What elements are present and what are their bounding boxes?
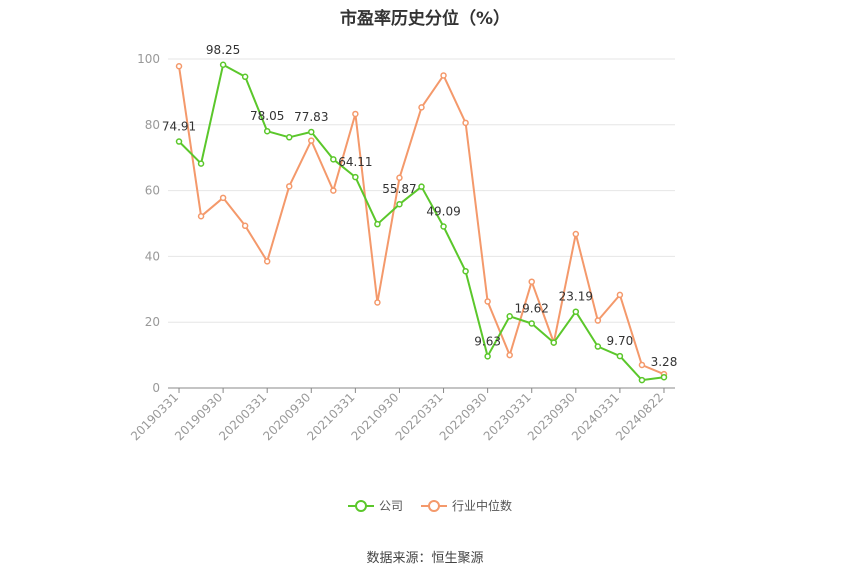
legend-industry-line-icon xyxy=(421,499,448,513)
data-point-industry xyxy=(638,361,646,369)
grid-layer xyxy=(168,58,675,323)
data-label: 74.91 xyxy=(162,120,196,134)
data-point-company xyxy=(241,73,249,81)
data-point-company xyxy=(506,313,513,320)
y-tick-label: 0 xyxy=(152,381,160,395)
axis-layer: 0204060801002019033120190930202003312020… xyxy=(128,52,675,443)
data-label: 23.19 xyxy=(559,290,593,304)
legend-company-label: 公司 xyxy=(379,499,404,513)
data-label: 78.05 xyxy=(250,109,284,123)
data-point-company xyxy=(440,223,447,230)
data-point-industry xyxy=(285,183,293,190)
data-point-company xyxy=(285,134,293,141)
data-point-industry xyxy=(330,187,337,194)
data-point-industry xyxy=(308,137,315,144)
y-tick-label: 60 xyxy=(145,184,160,198)
data-point-industry xyxy=(241,222,249,230)
y-tick-label: 20 xyxy=(145,315,160,329)
data-point-company xyxy=(484,353,491,360)
data-label: 64.11 xyxy=(338,155,372,169)
data-point-company xyxy=(197,160,205,167)
data-label-layer: 74.91 98.25 78.05 77.83 64.11 55.87 49.09 9.63 1… xyxy=(162,43,677,369)
data-point-company xyxy=(396,200,403,208)
data-label: 9.70 xyxy=(607,334,634,348)
data-point-industry xyxy=(219,194,227,202)
data-label: 19.62 xyxy=(515,301,549,315)
data-point-industry xyxy=(374,299,381,306)
y-tick-label: 100 xyxy=(137,52,160,66)
data-point-company xyxy=(462,267,469,275)
legend-company-line-icon xyxy=(348,499,374,513)
data-point-industry xyxy=(175,62,183,70)
legend-industry-label: 行业中位数 xyxy=(452,499,513,513)
data-point-company xyxy=(638,376,646,384)
series-layer xyxy=(175,61,668,384)
data-point-company xyxy=(352,173,359,181)
data-point-industry xyxy=(263,258,271,265)
data-point-company xyxy=(175,138,183,145)
data-point-industry xyxy=(594,317,602,324)
data-point-industry xyxy=(616,291,624,299)
data-label: 9.63 xyxy=(474,334,501,348)
legend-item-company[interactable]: 公司 xyxy=(348,497,403,514)
data-label: 77.83 xyxy=(294,110,328,124)
y-tick-label: 80 xyxy=(145,118,160,132)
data-point-company xyxy=(219,61,227,69)
data-point-company xyxy=(528,320,535,327)
data-label: 49.09 xyxy=(426,204,460,218)
data-label: 55.87 xyxy=(382,182,416,196)
data-point-industry xyxy=(572,230,580,238)
y-tick-label: 40 xyxy=(145,249,160,263)
data-point-company xyxy=(550,339,558,346)
data-point-company xyxy=(594,343,602,350)
chart-title: 市盈率历史分位（%） xyxy=(339,9,511,29)
source-note: 数据来源：恒生聚源 xyxy=(366,551,484,566)
data-label: 98.25 xyxy=(206,43,240,57)
data-point-company xyxy=(263,127,271,135)
x-tick-label: 20240822 xyxy=(613,390,666,443)
data-point-industry xyxy=(440,72,447,79)
data-point-company xyxy=(572,308,580,315)
legend-item-industry[interactable]: 行业中位数 xyxy=(421,497,512,514)
data-point-company xyxy=(374,220,381,228)
data-label: 3.28 xyxy=(651,355,678,369)
data-point-industry xyxy=(352,110,359,118)
data-point-industry xyxy=(197,213,205,220)
data-point-industry xyxy=(506,351,513,359)
data-point-company xyxy=(660,373,668,381)
data-point-company xyxy=(330,156,337,163)
data-point-industry xyxy=(528,278,535,285)
data-point-industry xyxy=(484,298,491,305)
legend: 公司 行业中位数 xyxy=(348,497,530,514)
data-point-industry xyxy=(462,119,469,127)
data-point-industry xyxy=(418,104,425,111)
data-point-company xyxy=(616,352,624,360)
data-point-company xyxy=(308,128,315,136)
data-point-company xyxy=(418,183,425,190)
data-point-industry xyxy=(396,174,403,182)
